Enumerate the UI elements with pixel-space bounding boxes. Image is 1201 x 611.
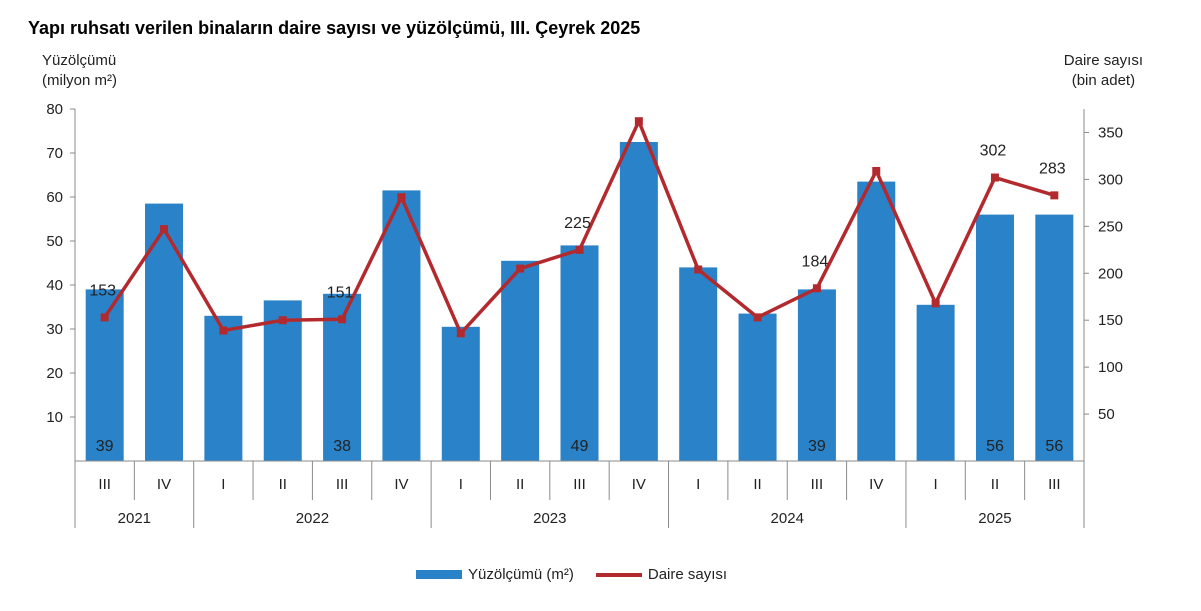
line-data-label: 153 xyxy=(89,282,116,299)
legend: Yüzölçümü (m²) Daire sayısı xyxy=(416,566,727,583)
left-axis-tick-label: 70 xyxy=(46,145,63,162)
bar xyxy=(382,190,421,461)
bar xyxy=(679,267,718,461)
line-point xyxy=(338,315,347,324)
left-axis-tick-label: 40 xyxy=(46,277,63,294)
left-axis-title-line2: (milyon m²) xyxy=(42,72,117,89)
line-point xyxy=(278,316,287,325)
line-point xyxy=(456,329,465,338)
category-label: IV xyxy=(394,476,408,493)
bar xyxy=(975,214,1014,461)
category-label: III xyxy=(336,476,349,493)
legend-swatch-line xyxy=(595,572,642,577)
year-label: 2024 xyxy=(771,510,804,527)
line-point xyxy=(397,193,406,202)
year-label: 2021 xyxy=(118,510,151,527)
left-axis-tick-label: 10 xyxy=(46,409,63,426)
category-label: III xyxy=(573,476,586,493)
bar-data-label: 39 xyxy=(808,438,826,455)
category-label: III xyxy=(1048,476,1061,493)
category-label: I xyxy=(459,476,463,493)
line-data-label: 225 xyxy=(564,215,591,232)
line-point xyxy=(575,245,584,254)
line-point xyxy=(812,284,821,293)
line-point xyxy=(160,225,169,234)
year-label: 2023 xyxy=(533,510,566,527)
left-axis-title: Yüzölçümü (milyon m²) xyxy=(42,51,117,91)
bar xyxy=(560,245,599,461)
bar xyxy=(916,304,955,461)
legend-swatch-bars xyxy=(416,570,462,579)
right-axis-title-line1: Daire sayısı xyxy=(1063,52,1143,69)
category-label: IV xyxy=(157,476,171,493)
year-label: 2022 xyxy=(296,510,329,527)
year-label: 2025 xyxy=(978,510,1011,527)
line-point xyxy=(990,173,999,182)
bar xyxy=(619,142,658,461)
bar xyxy=(441,326,480,461)
legend-label-bars: Yüzölçümü (m²) xyxy=(468,566,574,583)
line-point xyxy=(694,265,703,274)
left-axis-tick-label: 30 xyxy=(46,321,63,338)
left-axis-tick-label: 20 xyxy=(46,365,63,382)
line-point xyxy=(931,299,940,308)
right-axis-tick-label: 350 xyxy=(1098,124,1123,141)
right-axis-tick-label: 200 xyxy=(1098,265,1123,282)
category-label: III xyxy=(98,476,111,493)
bar xyxy=(857,181,896,461)
category-label: IV xyxy=(632,476,646,493)
bar xyxy=(797,289,836,461)
chart-title: Yapı ruhsatı verilen binaların daire say… xyxy=(28,18,641,38)
right-axis-tick-label: 100 xyxy=(1098,359,1123,376)
category-label: I xyxy=(696,476,700,493)
line-data-label: 283 xyxy=(1039,160,1066,177)
left-axis-title-line1: Yüzölçümü xyxy=(42,52,117,69)
right-axis-title: Daire sayısı (bin adet) xyxy=(1064,51,1143,91)
line-point xyxy=(1050,191,1059,200)
category-label: IV xyxy=(869,476,883,493)
right-axis-tick-label: 150 xyxy=(1098,312,1123,329)
line-point xyxy=(100,313,109,322)
bar-data-label: 49 xyxy=(571,438,589,455)
right-axis-tick-label: 250 xyxy=(1098,218,1123,235)
bar xyxy=(738,313,777,461)
line-point xyxy=(219,326,228,335)
category-label: I xyxy=(221,476,225,493)
line-point xyxy=(753,313,762,322)
left-axis-tick-label: 60 xyxy=(46,189,63,206)
bar xyxy=(263,300,302,461)
category-label: I xyxy=(934,476,938,493)
bar xyxy=(501,260,540,461)
category-label: II xyxy=(516,476,524,493)
bar-data-label: 56 xyxy=(1045,438,1063,455)
category-label: II xyxy=(753,476,761,493)
right-axis-tick-label: 50 xyxy=(1098,406,1115,423)
line-data-label: 302 xyxy=(980,143,1007,160)
right-axis-tick-label: 300 xyxy=(1098,171,1123,188)
category-label: III xyxy=(811,476,824,493)
left-axis-tick-label: 80 xyxy=(46,101,63,118)
left-axis-tick-label: 50 xyxy=(46,233,63,250)
line-point xyxy=(634,117,643,126)
bar-data-label: 38 xyxy=(333,438,351,455)
bar xyxy=(1035,214,1074,461)
right-axis-title-line2: (bin adet) xyxy=(1071,72,1136,89)
category-label: II xyxy=(991,476,999,493)
bar-data-label: 39 xyxy=(96,438,114,455)
line-data-label: 151 xyxy=(327,284,354,301)
line-point xyxy=(872,166,881,175)
legend-label-line: Daire sayısı xyxy=(647,566,728,583)
bar xyxy=(145,203,184,461)
bar xyxy=(204,315,243,461)
category-label: II xyxy=(279,476,287,493)
line-data-label: 184 xyxy=(802,253,829,270)
bar-data-label: 56 xyxy=(986,438,1004,455)
line-point xyxy=(516,264,525,273)
